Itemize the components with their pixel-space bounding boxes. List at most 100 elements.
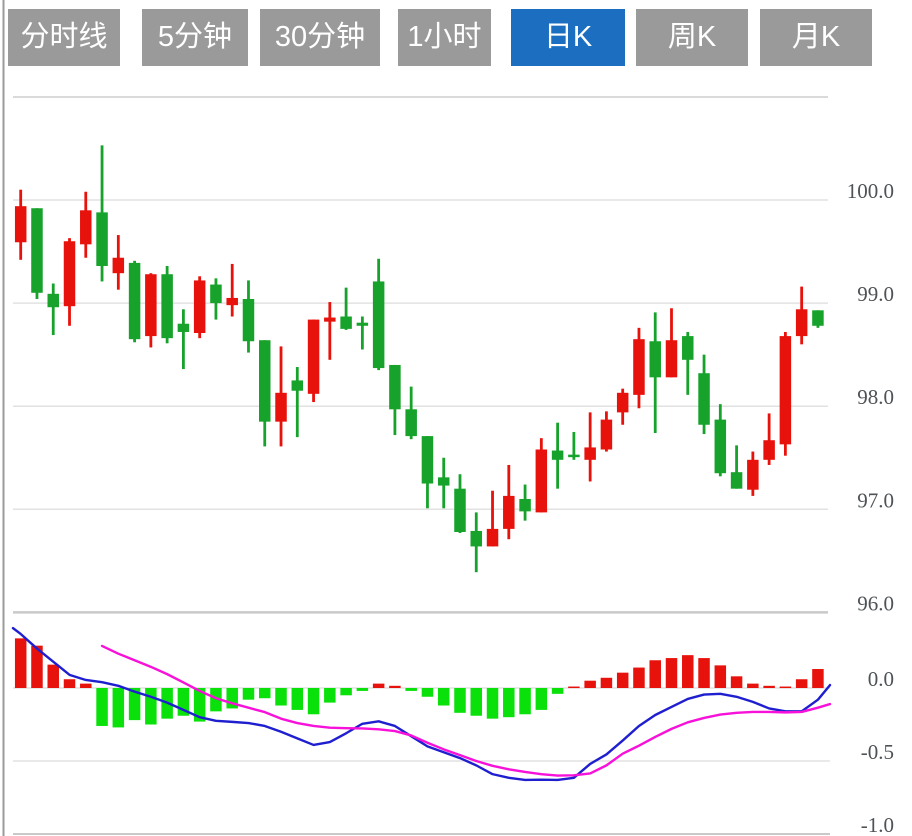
candle-body — [31, 208, 43, 293]
macd-bar — [63, 679, 76, 688]
macd-bar — [421, 688, 434, 697]
macd-bar — [389, 685, 401, 688]
candle-body — [714, 419, 727, 474]
candle-body — [795, 309, 808, 337]
candle-wick — [360, 316, 364, 350]
candle-body — [80, 210, 92, 245]
macd-bar — [437, 688, 450, 706]
candle-body — [437, 477, 450, 486]
candle-body — [161, 274, 173, 339]
candle-body — [275, 392, 287, 422]
candle-body — [226, 297, 238, 306]
macd-bar — [291, 688, 304, 710]
candle-body — [128, 262, 141, 340]
macd-histogram — [14, 638, 824, 728]
macd-bar — [568, 686, 580, 689]
price-axis-label: 97.0 — [857, 488, 894, 512]
macd-bar — [584, 680, 596, 688]
macd-bar — [519, 688, 531, 715]
candle-body — [193, 280, 206, 333]
axis-labels: 100.0 99.0 98.0 97.0 96.0 0.0 -0.5 -1.0 — [847, 179, 894, 836]
candle-body — [63, 241, 76, 307]
candle-body — [405, 409, 417, 437]
candle-body — [730, 472, 743, 489]
macd-bar — [779, 686, 792, 689]
macd-bar — [730, 676, 743, 688]
dif-line — [11, 626, 832, 782]
dea-line — [100, 644, 832, 777]
candle-wick — [588, 412, 592, 482]
macd-bar — [324, 688, 336, 703]
candle-body — [96, 212, 108, 266]
macd-bar — [454, 688, 466, 713]
macd-bar — [405, 688, 417, 691]
candle-wick — [328, 302, 332, 360]
macd-axis-label: -0.5 — [861, 740, 894, 764]
macd-bar — [763, 685, 775, 688]
price-axis-label: 100.0 — [847, 179, 894, 203]
macd-bar — [470, 688, 483, 716]
price-axis-label: 99.0 — [857, 282, 894, 306]
macd-bar — [47, 664, 59, 688]
candle-wick — [735, 445, 738, 489]
candle-body — [470, 530, 483, 547]
tab-weekly-k[interactable]: 周K — [636, 9, 748, 66]
candle-body — [291, 380, 304, 391]
candle-body — [568, 454, 580, 458]
tab-daily-k[interactable]: 日K — [511, 9, 625, 66]
macd-bar — [616, 672, 629, 688]
macd-bar — [226, 688, 238, 709]
price-axis-label: 98.0 — [857, 385, 894, 409]
candle-body — [779, 336, 792, 445]
macd-bar — [14, 638, 27, 688]
candle-body — [259, 340, 271, 422]
candle-body — [600, 419, 613, 450]
candle-body — [372, 281, 385, 369]
candle-body — [47, 293, 59, 308]
candle-body — [551, 450, 564, 460]
candle-body — [503, 495, 515, 529]
tab-timeline[interactable]: 分时线 — [8, 9, 120, 66]
candle-body — [584, 447, 596, 460]
candle-body — [421, 436, 434, 484]
macd-lines — [11, 626, 832, 782]
macd-bar — [145, 688, 157, 725]
candle-body — [812, 310, 824, 326]
tab-1hour[interactable]: 1小时 — [398, 9, 491, 66]
macd-bar — [535, 688, 548, 710]
macd-bar — [812, 669, 824, 688]
tab-monthly-k[interactable]: 月K — [760, 9, 872, 66]
tab-5min[interactable]: 5分钟 — [142, 9, 248, 66]
candle-wick — [295, 367, 299, 438]
candle-body — [389, 364, 401, 410]
macd-bar — [795, 679, 808, 688]
candle-body — [519, 498, 531, 512]
candle-body — [633, 339, 645, 395]
macd-bar — [259, 688, 271, 699]
candle-body — [324, 317, 336, 322]
price-axis-label: 96.0 — [857, 591, 894, 615]
macd-bar — [600, 677, 613, 688]
macd-bar — [503, 688, 515, 718]
macd-bar — [698, 658, 710, 688]
candle-body — [112, 257, 125, 274]
tab-30min[interactable]: 30分钟 — [260, 9, 380, 66]
macd-bar — [747, 683, 759, 688]
candle-wick — [51, 283, 55, 336]
candle-body — [14, 206, 27, 243]
candle-body — [665, 340, 678, 378]
candle-wick — [230, 263, 234, 317]
candle-wick — [491, 490, 494, 547]
macd-bar — [193, 688, 206, 722]
macd-bar — [96, 688, 108, 726]
macd-bar — [128, 688, 141, 721]
macd-bar — [275, 688, 287, 706]
macd-bar — [31, 645, 43, 688]
macd-bar — [649, 660, 661, 688]
macd-bar — [486, 688, 499, 719]
macd-bar — [242, 688, 255, 700]
macd-bar — [340, 688, 352, 696]
macd-bar — [682, 655, 694, 688]
